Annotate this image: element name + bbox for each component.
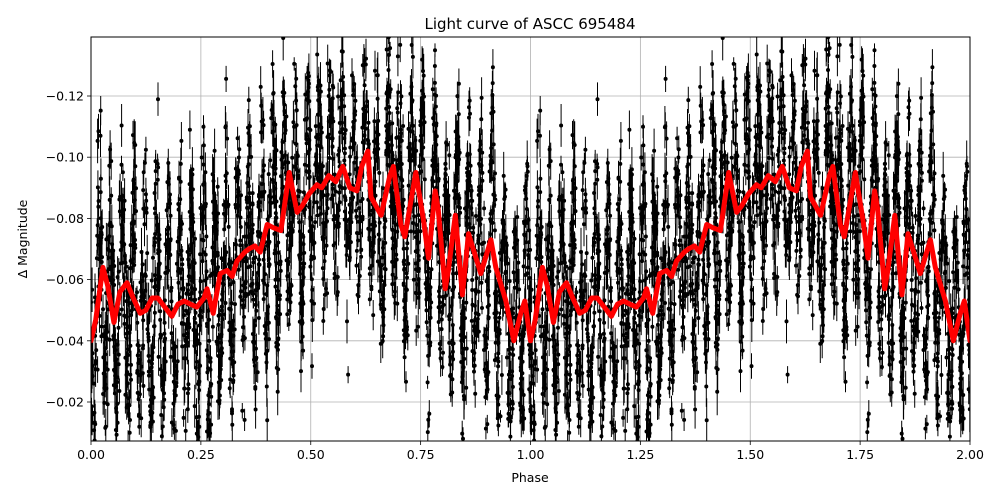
model-line (91, 148, 970, 344)
y-axis-label: Δ Magnitude (15, 199, 30, 278)
x-tick-label: 0.00 (77, 447, 105, 462)
x-axis-label: Phase (511, 470, 549, 485)
y-tick-label: −0.12 (46, 89, 84, 104)
y-tick-label: −0.10 (46, 150, 84, 165)
x-tick-label: 2.00 (956, 447, 984, 462)
x-tick-label: 1.00 (517, 447, 545, 462)
x-tick-label: 0.25 (187, 447, 215, 462)
chart-title: Light curve of ASCC 695484 (425, 15, 636, 33)
x-axis: 0.00 0.25 0.50 0.75 1.00 1.25 1.50 1.75 2.00 (77, 441, 984, 462)
data-points (91, 37, 970, 441)
y-tick-label: −0.04 (46, 333, 84, 348)
y-tick-label: −0.02 (46, 395, 84, 410)
x-tick-label: 1.25 (626, 447, 654, 462)
x-tick-label: 0.50 (297, 447, 325, 462)
x-tick-label: 1.50 (736, 447, 764, 462)
x-tick-label: 1.75 (846, 447, 874, 462)
y-tick-label: −0.08 (46, 211, 84, 226)
model-curve (91, 148, 970, 344)
y-axis: −0.12 −0.10 −0.08 −0.06 −0.04 −0.02 (46, 89, 91, 410)
x-tick-label: 0.75 (407, 447, 435, 462)
y-tick-label: −0.06 (46, 272, 84, 287)
